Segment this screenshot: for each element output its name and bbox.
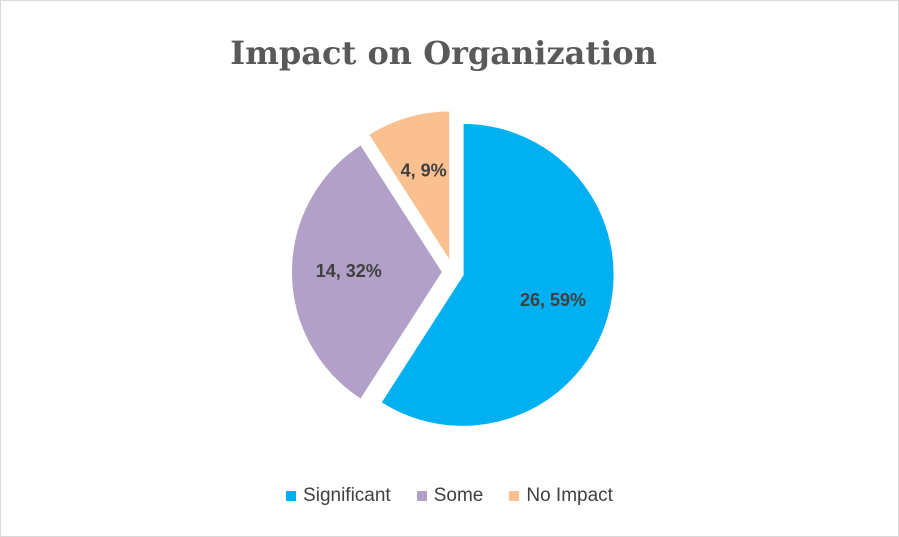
legend-swatch-significant [286,491,297,501]
pie-slice-no-impact [366,109,452,266]
pie-slice-some [290,142,445,402]
data-label-no-impact: 4, 9% [401,161,447,181]
legend: Significant Some No Impact [0,485,899,507]
data-label-significant: 26, 59% [520,290,586,310]
chart-title: Impact on Organization [230,34,657,72]
legend-swatch-some [416,491,427,501]
legend-item-no-impact: No Impact [509,485,613,507]
legend-item-significant: Significant [286,485,391,507]
legend-label-no-impact: No Impact [526,485,613,506]
legend-label-some: Some [433,485,484,506]
pie-slice-significant [379,121,616,428]
data-label-some: 14, 32% [316,261,382,281]
legend-item-some: Some [416,485,484,507]
legend-label-significant: Significant [303,485,391,506]
legend-swatch-no-impact [509,491,520,501]
